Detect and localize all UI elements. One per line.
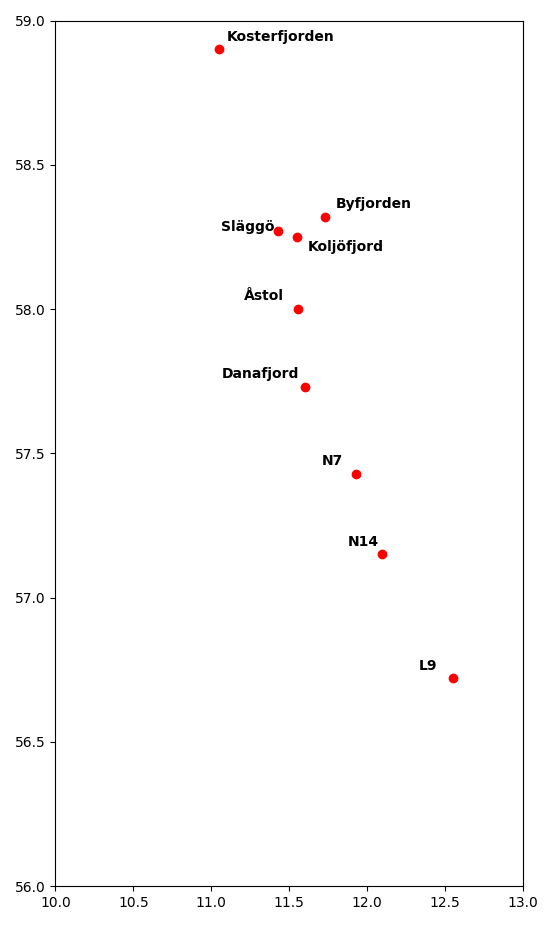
Text: N7: N7 [322,454,343,468]
Text: Kosterfjorden: Kosterfjorden [227,30,335,43]
Text: L9: L9 [418,659,437,672]
Text: N14: N14 [348,535,379,549]
Text: Koljöfjord: Koljöfjord [307,240,384,254]
Text: Byfjorden: Byfjorden [336,197,412,211]
Text: Åstol: Åstol [244,290,284,303]
Text: Släggö: Släggö [221,220,274,234]
Text: Danafjord: Danafjord [222,367,300,381]
